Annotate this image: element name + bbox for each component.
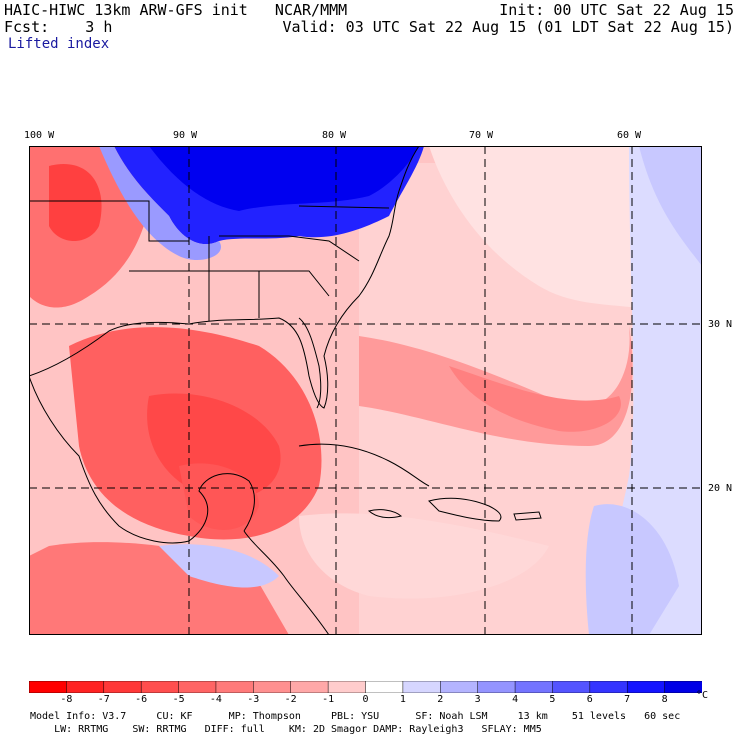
colorbar-swatch — [66, 681, 105, 693]
state-border-3 — [208, 236, 260, 318]
state-border-5 — [219, 235, 360, 262]
eastern-stable-core — [639, 146, 702, 266]
colorbar-tick-label: -5 — [172, 694, 185, 705]
lon-label-90w: 90 W — [173, 130, 198, 141]
model-title: HAIC-HIWC 13km ARW-GFS init NCAR/MMM — [4, 1, 348, 19]
colorbar-tick-label: 6 — [586, 694, 593, 705]
central-america-coastline — [243, 530, 330, 635]
colorbar-tick-label: 7 — [624, 694, 631, 705]
colorbar-swatch — [327, 681, 367, 693]
state-border-1 — [29, 200, 189, 242]
colorbar-swatch — [589, 681, 628, 693]
colorbar-tick-label: -8 — [60, 694, 73, 705]
hispaniola-outline — [428, 497, 502, 522]
northeast-stable-core — [149, 146, 419, 211]
colorbar-swatch — [402, 681, 442, 693]
colorbar-tick-label: 2 — [437, 694, 444, 705]
colorbar-tick-label: -2 — [284, 694, 297, 705]
colorbar-swatch — [626, 681, 666, 693]
eastern-stable-area — [589, 146, 702, 635]
model-info-line2: LW: RRTMG SW: RRTMG DIFF: full KM: 2D Sm… — [30, 724, 542, 735]
texas-core — [49, 164, 102, 241]
colorbar-swatch — [253, 681, 292, 693]
lifted-index-map — [29, 146, 702, 635]
colorbar-swatch — [365, 681, 404, 693]
colorbar-swatch — [664, 681, 702, 693]
lat-label-20n: 20 N — [708, 483, 733, 494]
colorbar-swatch — [514, 681, 554, 693]
field-name: Lifted index — [8, 36, 110, 52]
puerto-rico-outline — [513, 511, 542, 521]
colorbar-swatch — [552, 681, 591, 693]
map-frame — [29, 146, 702, 635]
florida-outline — [298, 317, 322, 409]
colorbar-swatch — [103, 681, 142, 693]
northeast-stable-edge — [99, 146, 221, 261]
cuba-outline — [298, 443, 430, 487]
colorbar-tick-label: -6 — [135, 694, 148, 705]
yucatan-coastline — [188, 473, 255, 542]
forecast-hour: Fcst: 3 h — [4, 18, 113, 36]
colorbar-tick-label: -7 — [97, 694, 110, 705]
jamaica-outline — [367, 509, 403, 519]
model-info-line1: Model Info: V3.7 CU: KF MP: Thompson PBL… — [30, 711, 681, 722]
state-border-6 — [298, 205, 390, 209]
lon-label-80w: 80 W — [322, 130, 347, 141]
colorbar-swatch — [477, 681, 516, 693]
us-gulf-coastline — [29, 146, 420, 409]
lon-label-70w: 70 W — [469, 130, 494, 141]
yucatan-area — [179, 463, 259, 530]
valid-time: Valid: 03 UTC Sat 22 Aug 15 (01 LDT Sat … — [282, 18, 734, 36]
lon-label-60w: 60 W — [617, 130, 642, 141]
colorbar-tick-label: -3 — [247, 694, 260, 705]
colorbar-tick-label: 5 — [549, 694, 556, 705]
colorbar-swatch — [29, 681, 68, 693]
caribbean-near-zero — [299, 513, 549, 599]
lat-label-30n: 30 N — [708, 319, 733, 330]
colorbar-tick-label: 3 — [474, 694, 481, 705]
colorbar-tick-label: 8 — [661, 694, 668, 705]
colorbar-unit: °C — [696, 690, 709, 701]
colorbar-swatch — [440, 681, 479, 693]
colorbar-swatch — [178, 681, 217, 693]
atlantic-band-core — [449, 366, 621, 432]
state-border-4 — [259, 270, 330, 297]
colorbar-swatch — [290, 681, 329, 693]
colorbar-swatch — [215, 681, 255, 693]
colorbar-tick-label: 0 — [362, 694, 369, 705]
mexico-coastline — [29, 375, 190, 544]
colorbar-tick-label: 4 — [512, 694, 519, 705]
colorbar-swatch — [140, 681, 180, 693]
colorbar-tick-label: -4 — [209, 694, 222, 705]
lon-label-100w: 100 W — [24, 130, 55, 141]
colorbar-tick-label: 1 — [399, 694, 406, 705]
colorbar — [29, 681, 702, 693]
init-time: Init: 00 UTC Sat 22 Aug 15 — [499, 1, 734, 19]
colorbar-tick-label: -1 — [322, 694, 335, 705]
